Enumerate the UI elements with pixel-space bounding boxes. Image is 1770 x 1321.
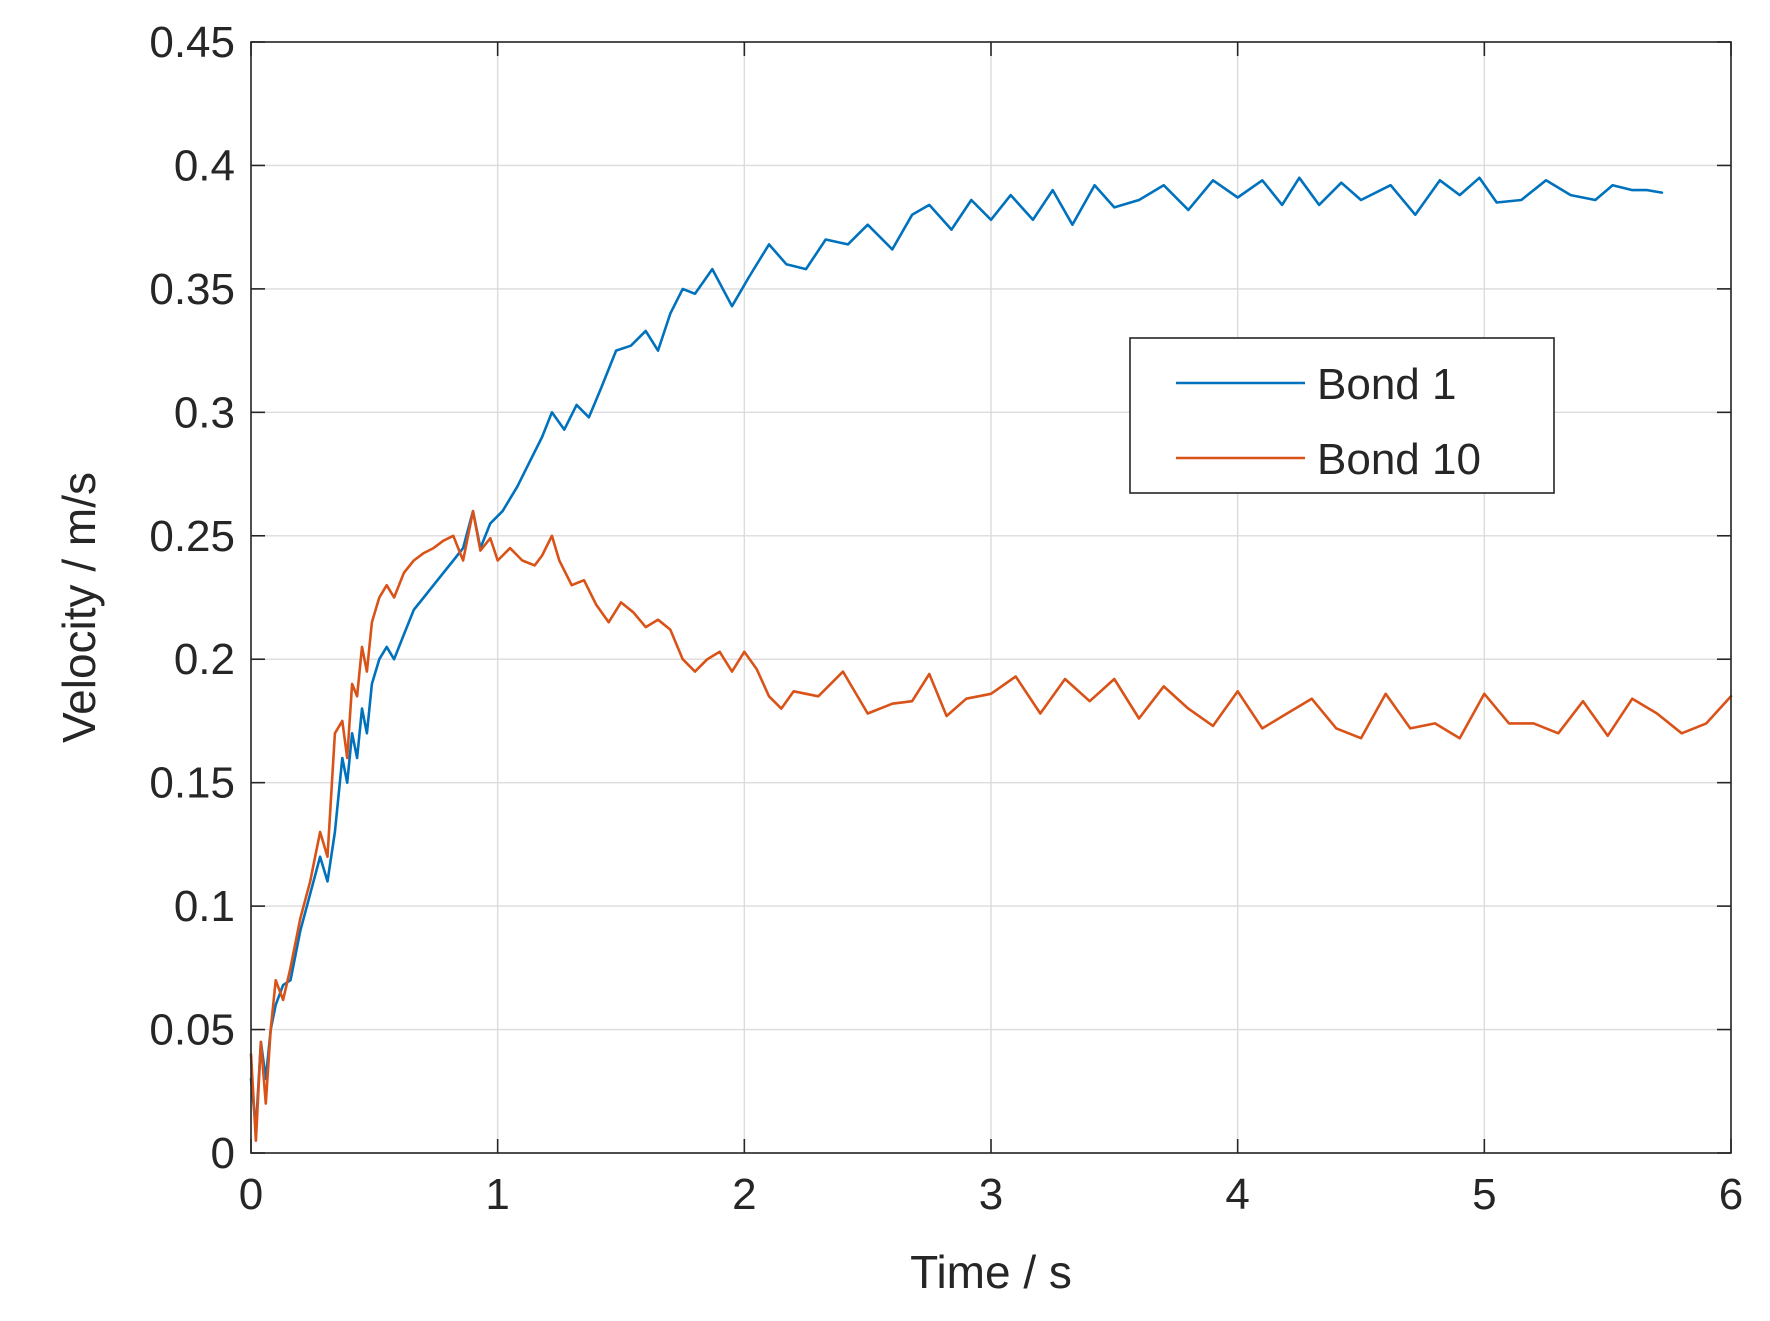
x-tick-label: 2 bbox=[732, 1170, 756, 1219]
tick-marks bbox=[250, 41, 1732, 1154]
series-line-bond-10 bbox=[249, 509, 1733, 1142]
y-tick-label: 0.05 bbox=[149, 1006, 235, 1055]
series-layer bbox=[249, 176, 1733, 1142]
x-tick-label: 1 bbox=[485, 1170, 509, 1219]
x-tick-label: 4 bbox=[1225, 1170, 1249, 1219]
x-tick-label: 5 bbox=[1472, 1170, 1496, 1219]
x-axis-title: Time / s bbox=[910, 1246, 1072, 1298]
legend: Bond 1 Bond 10 bbox=[1129, 337, 1555, 494]
y-tick-label: 0.4 bbox=[174, 141, 235, 190]
legend-label-bond-10: Bond 10 bbox=[1317, 435, 1481, 484]
legend-label-bond-1: Bond 1 bbox=[1317, 360, 1456, 409]
y-tick-label: 0.45 bbox=[149, 18, 235, 67]
y-tick-label: 0.35 bbox=[149, 265, 235, 314]
tick-labels: 0 1 2 3 4 5 6 0 0.05 0.1 0.15 0.2 0.25 0.3 0.35 0.4 0.45 bbox=[149, 18, 1743, 1219]
x-tick-label: 3 bbox=[979, 1170, 1003, 1219]
series-line-bond-1 bbox=[249, 176, 1664, 1130]
x-tick-label: 0 bbox=[239, 1170, 263, 1219]
y-tick-label: 0.25 bbox=[149, 512, 235, 561]
y-tick-label: 0.2 bbox=[174, 635, 235, 684]
y-tick-label: 0.3 bbox=[174, 388, 235, 437]
y-tick-label: 0.15 bbox=[149, 759, 235, 808]
y-axis-title: Velocity / m/s bbox=[53, 472, 105, 743]
legend-box bbox=[1129, 337, 1555, 494]
x-tick-label: 6 bbox=[1719, 1170, 1743, 1219]
y-tick-label: 0 bbox=[211, 1129, 235, 1178]
y-tick-label: 0.1 bbox=[174, 882, 235, 931]
